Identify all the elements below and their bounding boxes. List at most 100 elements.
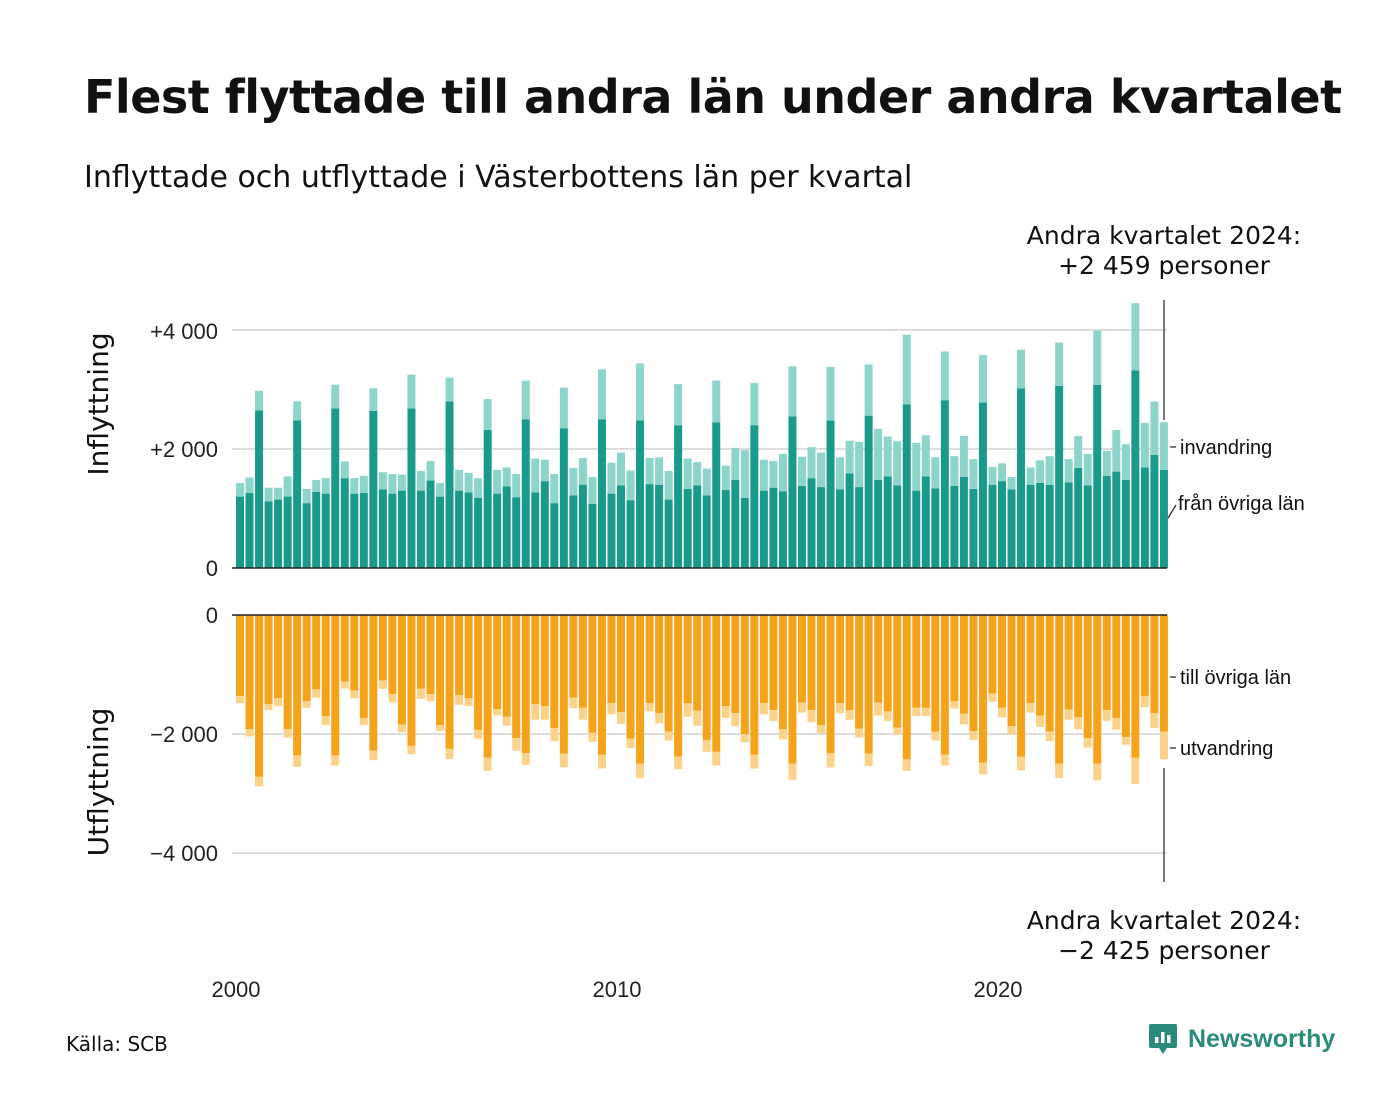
bar-till-ovriga-lan <box>769 615 778 711</box>
bar-till-ovriga-lan <box>721 615 730 707</box>
top-tick-2000: +2 000 <box>150 437 218 462</box>
bar-till-ovriga-lan <box>807 615 816 711</box>
bar-fran-ovriga-lan <box>1102 475 1111 568</box>
bar-fran-ovriga-lan <box>569 495 578 568</box>
bar-invandring <box>617 452 625 486</box>
bar-till-ovriga-lan <box>464 615 473 699</box>
label-invandring: invandring <box>1180 437 1272 459</box>
bar-invandring <box>959 435 968 477</box>
bar-fran-ovriga-lan <box>836 489 845 568</box>
bar-utvandring <box>626 738 635 749</box>
label-leader-fran-ovriga-lan <box>1167 504 1177 519</box>
bar-invandring <box>1102 450 1111 476</box>
bar-utvandring <box>236 695 244 704</box>
bar-utvandring <box>493 709 502 716</box>
bar-invandring <box>902 334 911 405</box>
bar-utvandring <box>988 693 997 702</box>
bar-invandring <box>493 469 502 494</box>
bar-till-ovriga-lan <box>902 615 911 759</box>
bar-utvandring <box>645 703 654 712</box>
bar-fran-ovriga-lan <box>483 429 492 568</box>
bar-fran-ovriga-lan <box>407 408 416 568</box>
bar-fran-ovriga-lan <box>274 499 283 568</box>
bar-till-ovriga-lan <box>474 615 483 730</box>
bar-till-ovriga-lan <box>302 615 311 702</box>
bar-invandring <box>1150 401 1159 455</box>
bar-till-ovriga-lan <box>1102 615 1111 711</box>
bar-fran-ovriga-lan <box>1131 370 1140 568</box>
bar-till-ovriga-lan <box>940 615 949 755</box>
bar-utvandring <box>998 707 1006 718</box>
bar-utvandring <box>445 748 454 759</box>
bar-invandring <box>512 473 521 498</box>
bar-invandring <box>588 476 597 504</box>
bar-invandring <box>531 458 540 493</box>
bar-till-ovriga-lan <box>845 615 854 711</box>
bar-utvandring <box>864 753 873 767</box>
bar-invandring <box>597 369 606 420</box>
bar-invandring <box>931 457 940 489</box>
bar-utvandring <box>826 753 835 768</box>
bar-till-ovriga-lan <box>1045 615 1054 732</box>
bar-invandring <box>998 463 1006 482</box>
top-annotation-line2: +2 459 personer <box>1058 251 1271 280</box>
bar-utvandring <box>702 739 711 752</box>
bar-till-ovriga-lan <box>312 615 321 690</box>
bar-invandring <box>397 474 406 491</box>
bar-utvandring <box>845 710 854 720</box>
bar-fran-ovriga-lan <box>531 492 540 568</box>
bar-invandring <box>1017 349 1026 389</box>
bar-utvandring <box>407 745 416 755</box>
bar-utvandring <box>731 713 740 727</box>
bar-fran-ovriga-lan <box>1026 484 1035 568</box>
bar-invandring <box>1140 422 1149 468</box>
bar-invandring <box>540 459 549 482</box>
bar-fran-ovriga-lan <box>321 493 330 568</box>
bar-utvandring <box>369 750 378 761</box>
bar-invandring <box>416 471 425 491</box>
bar-till-ovriga-lan <box>426 615 435 695</box>
bar-utvandring <box>607 703 616 715</box>
bar-fran-ovriga-lan <box>759 490 768 568</box>
bar-utvandring <box>321 716 330 726</box>
bar-utvandring <box>531 704 540 720</box>
bar-utvandring <box>464 698 473 707</box>
bar-utvandring <box>264 704 273 711</box>
bar-fran-ovriga-lan <box>312 491 321 568</box>
bar-fran-ovriga-lan <box>969 488 978 568</box>
bar-utvandring <box>902 758 911 771</box>
bar-invandring <box>712 380 721 423</box>
bar-invandring <box>788 366 797 417</box>
bar-invandring <box>483 399 492 430</box>
bar-fran-ovriga-lan <box>550 503 559 568</box>
bar-invandring <box>426 460 435 481</box>
bar-till-ovriga-lan <box>245 615 254 730</box>
bar-fran-ovriga-lan <box>588 503 597 568</box>
bar-utvandring <box>340 681 349 689</box>
bar-till-ovriga-lan <box>931 615 940 732</box>
bar-utvandring <box>512 738 521 751</box>
bar-fran-ovriga-lan <box>378 489 387 568</box>
bar-fran-ovriga-lan <box>1159 469 1168 568</box>
bar-fran-ovriga-lan <box>1121 479 1130 568</box>
bar-fran-ovriga-lan <box>750 425 759 568</box>
top-ylabel: Inflyttning <box>82 332 115 475</box>
bar-invandring <box>1045 456 1054 485</box>
bar-till-ovriga-lan <box>1007 615 1016 727</box>
bar-invandring <box>674 384 683 426</box>
bar-invandring <box>1159 422 1168 470</box>
bar-invandring <box>969 459 978 489</box>
bar-till-ovriga-lan <box>559 615 568 754</box>
bar-invandring <box>340 461 349 479</box>
bar-fran-ovriga-lan <box>712 422 721 568</box>
bar-till-ovriga-lan <box>855 615 864 729</box>
bar-fran-ovriga-lan <box>455 490 464 568</box>
bar-fran-ovriga-lan <box>474 497 483 568</box>
bar-invandring <box>293 401 302 421</box>
bar-invandring <box>1055 342 1064 386</box>
bar-fran-ovriga-lan <box>674 425 683 568</box>
bar-till-ovriga-lan <box>1150 615 1159 714</box>
bars-layer <box>236 303 1168 787</box>
brand-logo: Newsworthy <box>1148 1022 1335 1056</box>
bar-invandring <box>1131 303 1140 371</box>
